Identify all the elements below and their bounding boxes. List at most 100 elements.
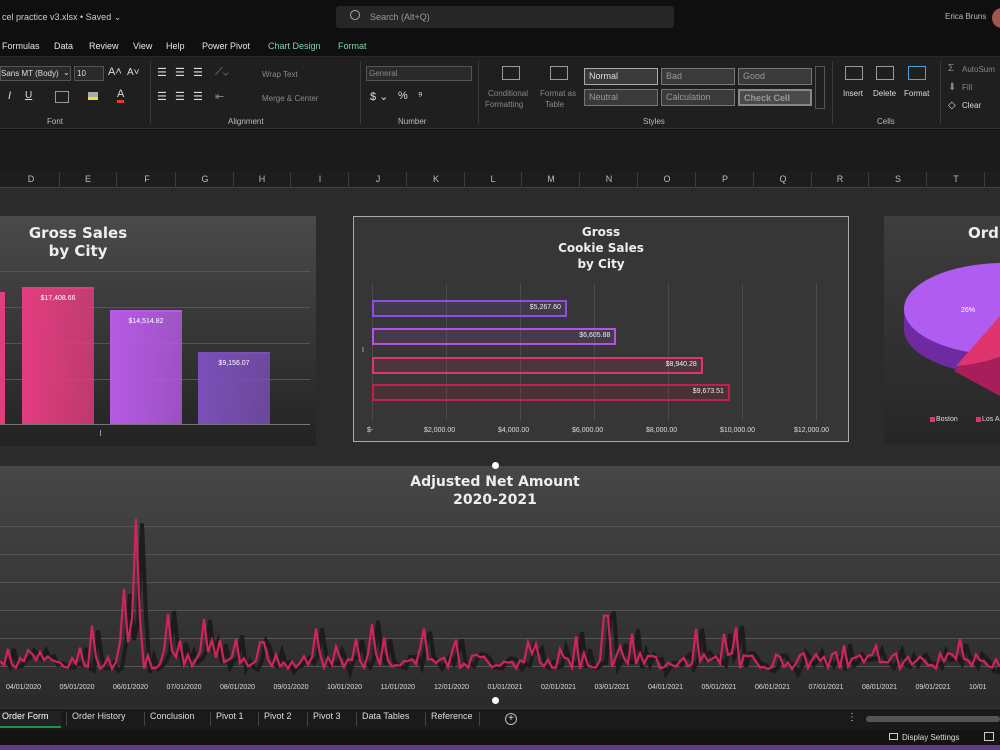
align-top-icon[interactable]: ☰: [157, 67, 167, 79]
hbar-3[interactable]: [372, 384, 730, 401]
col-header-r[interactable]: R: [836, 174, 844, 184]
insert-cells-icon[interactable]: [845, 66, 863, 80]
menu-help[interactable]: Help: [166, 41, 185, 51]
col-header-i[interactable]: I: [318, 174, 322, 184]
style-check-cell[interactable]: Check Cell: [738, 89, 812, 106]
col-header-m[interactable]: M: [547, 174, 555, 184]
display-settings-button[interactable]: Display Settings: [902, 733, 960, 742]
format-cells-button[interactable]: Format: [904, 89, 930, 98]
col-header-h[interactable]: H: [258, 174, 266, 184]
clear-button[interactable]: Clear: [962, 101, 982, 110]
sheet-tab-order-history[interactable]: Order History: [72, 711, 126, 721]
col-header-k[interactable]: K: [432, 174, 439, 184]
styles-scrollbar[interactable]: [815, 66, 825, 109]
percent-icon[interactable]: %: [398, 90, 408, 102]
style-good[interactable]: Good: [738, 68, 812, 85]
hbar-0[interactable]: [372, 300, 567, 317]
sheet-tab-conclusion[interactable]: Conclusion: [150, 711, 195, 721]
sheet-tab-data-tables[interactable]: Data Tables: [362, 711, 410, 721]
col-header-p[interactable]: P: [721, 174, 728, 184]
pie-slice-pink[interactable]: [956, 309, 1000, 366]
align-left-icon[interactable]: ☰: [157, 91, 167, 103]
format-cells-icon[interactable]: [908, 66, 926, 80]
hbar-1[interactable]: [372, 328, 617, 345]
font-name-select[interactable]: [0, 66, 71, 81]
col-header-j[interactable]: J: [375, 174, 381, 184]
col-header-f[interactable]: F: [144, 174, 150, 184]
document-title[interactable]: cel practice v3.xlsx • Saved ⌄: [2, 12, 122, 22]
col-header-d[interactable]: D: [27, 174, 35, 184]
col-header-n[interactable]: N: [605, 174, 613, 184]
format-as-table-label-2[interactable]: Table: [545, 100, 565, 109]
user-name[interactable]: Erica Bruns: [945, 12, 987, 21]
more-options-icon[interactable]: ⋮: [847, 712, 857, 723]
format-as-table-icon[interactable]: [550, 66, 568, 80]
sheet-tab-order-form[interactable]: Order Form: [2, 711, 49, 721]
conditional-formatting-label-1[interactable]: Conditional: [488, 89, 529, 98]
chart-handle[interactable]: [492, 697, 499, 704]
menu-view[interactable]: View: [133, 41, 153, 51]
delete-cells-button[interactable]: Delete: [873, 89, 897, 98]
wrap-text-button[interactable]: Wrap Text: [262, 70, 298, 79]
col-header-l[interactable]: L: [490, 174, 496, 184]
net-amount-chart[interactable]: Adjusted Net Amount 2020-2021 04/01/2020…: [0, 466, 1000, 706]
pie-slice-purple[interactable]: [904, 263, 1000, 355]
italic-icon[interactable]: I: [8, 90, 12, 102]
insert-cells-button[interactable]: Insert: [843, 89, 864, 98]
orientation-icon[interactable]: ⟋⌄: [215, 66, 229, 78]
delete-cells-icon[interactable]: [876, 66, 894, 80]
normal-view-icon[interactable]: [984, 732, 994, 741]
fill-button[interactable]: Fill: [962, 83, 973, 92]
clear-icon[interactable]: ◇: [948, 100, 956, 111]
display-settings-icon[interactable]: [889, 733, 898, 740]
align-bottom-icon[interactable]: ☰: [193, 67, 203, 79]
currency-icon[interactable]: $ ⌄: [370, 91, 389, 103]
col-header-s[interactable]: S: [894, 174, 901, 184]
menu-review[interactable]: Review: [89, 41, 119, 51]
conditional-formatting-icon[interactable]: [502, 66, 520, 80]
sheet-tab-pivot-3[interactable]: Pivot 3: [313, 711, 341, 721]
style-normal[interactable]: Normal: [584, 68, 658, 85]
format-as-table-label-1[interactable]: Format as: [540, 89, 577, 98]
col-header-e[interactable]: E: [84, 174, 91, 184]
style-bad[interactable]: Bad: [661, 68, 735, 85]
orders-chart[interactable]: Ord 26% Boston Los A: [884, 216, 1000, 444]
menu-data[interactable]: Data: [54, 41, 74, 51]
fill-icon[interactable]: ⬇: [948, 82, 957, 93]
font-size-select[interactable]: [74, 66, 104, 81]
bar-2[interactable]: [198, 352, 270, 424]
add-sheet-icon[interactable]: +: [505, 713, 517, 725]
style-calculation[interactable]: Calculation: [661, 89, 735, 106]
style-neutral[interactable]: Neutral: [584, 89, 658, 106]
horizontal-scrollbar[interactable]: [866, 716, 1000, 722]
col-header-o[interactable]: O: [663, 174, 671, 184]
menu-chart-design[interactable]: Chart Design: [268, 41, 321, 51]
sheet-tab-pivot-2[interactable]: Pivot 2: [264, 711, 292, 721]
underline-icon[interactable]: U: [25, 90, 33, 101]
sheet-tab-reference[interactable]: Reference: [431, 711, 473, 721]
hbar-2[interactable]: [372, 357, 703, 374]
bar-0[interactable]: [22, 287, 94, 424]
gross-sales-chart[interactable]: Gross Sales by City $17,408.66 $14,514.82…: [0, 216, 316, 446]
col-header-q[interactable]: Q: [779, 174, 787, 184]
borders-icon[interactable]: [55, 91, 69, 103]
avatar[interactable]: [992, 8, 1000, 28]
fill-color-icon[interactable]: [88, 92, 98, 100]
align-middle-icon[interactable]: ☰: [175, 67, 185, 79]
search-box[interactable]: [336, 6, 674, 28]
cookie-sales-chart[interactable]: Gross Cookie Sales by City $5,267.60 $6,6…: [353, 216, 849, 442]
bar-1[interactable]: [110, 310, 182, 424]
menu-formulas[interactable]: Formulas: [2, 41, 40, 51]
menu-format[interactable]: Format: [338, 41, 367, 51]
conditional-formatting-label-2[interactable]: Formatting: [485, 100, 524, 109]
increase-font-icon[interactable]: A˄: [108, 66, 122, 78]
indent-icon[interactable]: ⇤: [215, 91, 225, 103]
number-format-select[interactable]: [366, 66, 472, 81]
sheet-tab-pivot-1[interactable]: Pivot 1: [216, 711, 244, 721]
bar-partial[interactable]: [0, 292, 5, 424]
menu-power-pivot[interactable]: Power Pivot: [202, 41, 251, 51]
font-color-icon[interactable]: A: [117, 88, 125, 103]
autosum-icon[interactable]: Σ: [948, 63, 955, 74]
comma-icon[interactable]: ⁹: [418, 90, 423, 102]
align-right-icon[interactable]: ☰: [193, 91, 203, 103]
